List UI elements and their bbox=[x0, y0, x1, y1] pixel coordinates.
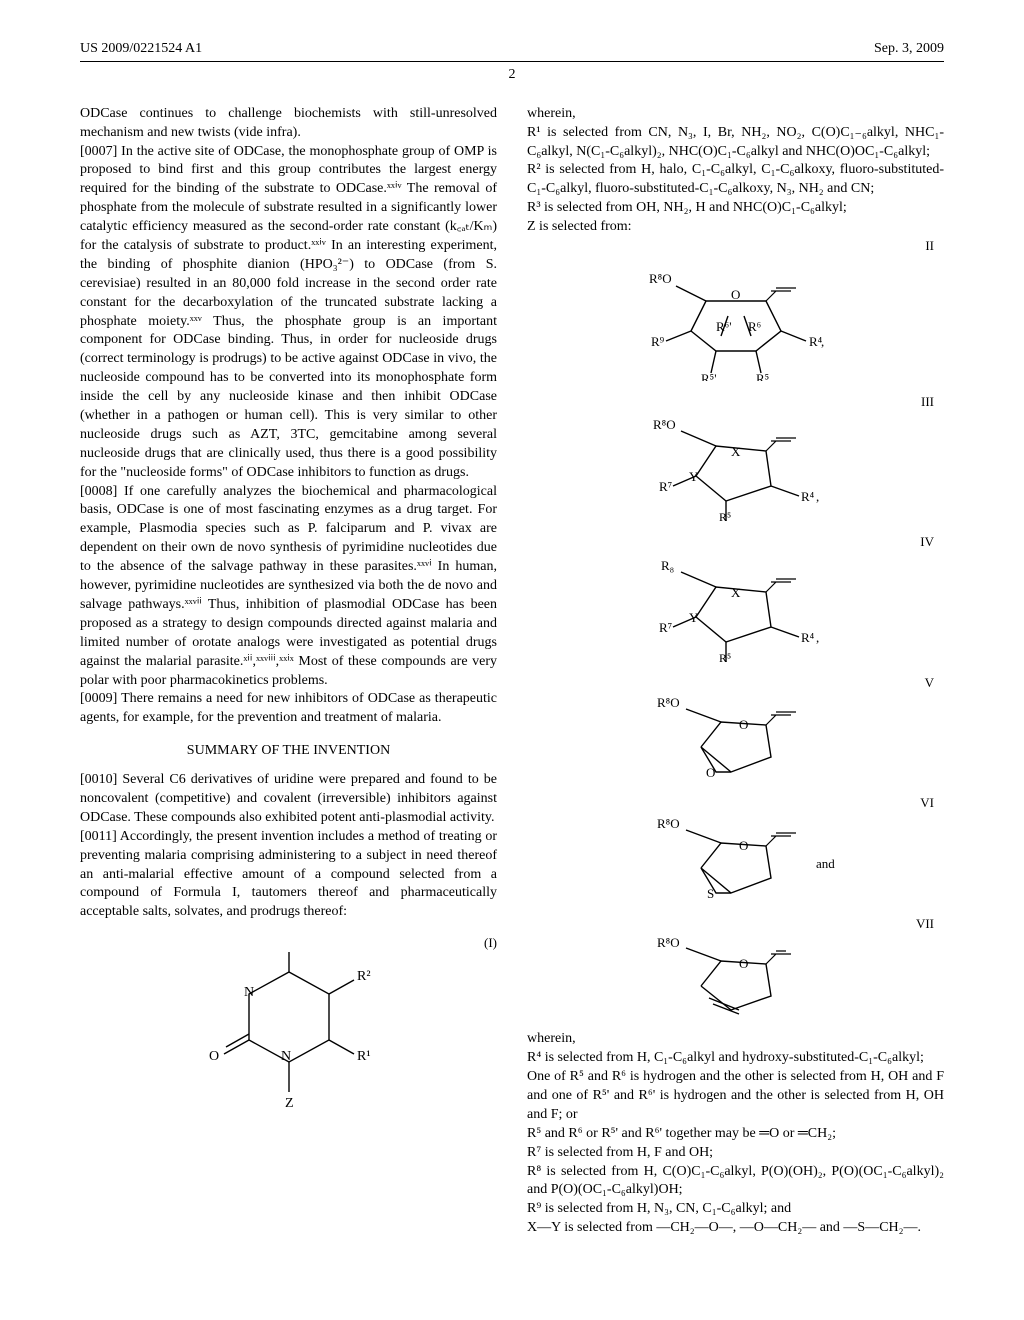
para-number: [0009] bbox=[80, 691, 117, 706]
para-number: [0011] bbox=[80, 829, 117, 844]
svg-text:and: and bbox=[816, 856, 835, 871]
lbl-r3: R³ bbox=[284, 952, 298, 954]
def-r4: R⁴ is selected from H, C₁-C₆alkyl and hy… bbox=[527, 1049, 944, 1068]
para-number: [0008] bbox=[80, 484, 117, 499]
svg-text:,: , bbox=[821, 334, 824, 349]
para-text: Several C6 derivatives of uridine were p… bbox=[80, 772, 497, 825]
structure-I-svg: R³ R² R¹ O Z N N bbox=[189, 952, 389, 1122]
lead-in-text: ODCase continues to challenge biochemist… bbox=[80, 105, 497, 143]
para-text: Accordingly, the present invention inclu… bbox=[80, 829, 497, 920]
label-VII: VII bbox=[527, 915, 944, 933]
patent-number: US 2009/0221524 A1 bbox=[80, 40, 202, 59]
svg-text:O: O bbox=[739, 838, 748, 853]
lbl-n1: N bbox=[244, 985, 254, 1000]
formula-I-label: (I) bbox=[80, 934, 497, 952]
svg-text:R⁷: R⁷ bbox=[659, 620, 672, 635]
para-number: [0010] bbox=[80, 772, 117, 787]
svg-text:R⁴: R⁴ bbox=[801, 630, 815, 645]
publication-date: Sep. 3, 2009 bbox=[874, 40, 944, 59]
svg-text:R⁵: R⁵ bbox=[719, 651, 731, 662]
left-column: ODCase continues to challenge biochemist… bbox=[80, 105, 497, 1238]
def-r3: R³ is selected from OH, NH₂, H and NHC(O… bbox=[527, 199, 944, 218]
para-text: In the active site of ODCase, the monoph… bbox=[80, 144, 497, 480]
lbl-n2: N bbox=[281, 1049, 291, 1064]
para-text: If one carefully analyzes the biochemica… bbox=[80, 484, 497, 688]
label-IV: IV bbox=[527, 533, 944, 551]
two-column-layout: ODCase continues to challenge biochemist… bbox=[80, 105, 944, 1238]
svg-text:O: O bbox=[739, 717, 748, 732]
para-0008: [0008] If one carefully analyzes the bio… bbox=[80, 483, 497, 691]
svg-text:O: O bbox=[731, 287, 740, 302]
svg-text:R⁶': R⁶' bbox=[716, 319, 732, 334]
svg-text:R⁵': R⁵' bbox=[701, 371, 717, 381]
page: US 2009/0221524 A1 Sep. 3, 2009 2 ODCase… bbox=[0, 0, 1024, 1320]
structure-VI: R⁸O O S and bbox=[527, 818, 944, 903]
label-V: V bbox=[527, 674, 944, 692]
page-header: US 2009/0221524 A1 Sep. 3, 2009 bbox=[80, 40, 944, 62]
para-number: [0007] bbox=[80, 144, 117, 159]
label-III: III bbox=[527, 393, 944, 411]
svg-text:Y: Y bbox=[689, 610, 699, 625]
lbl-z: Z bbox=[285, 1096, 294, 1111]
label-VI: VI bbox=[527, 794, 944, 812]
svg-text:Y: Y bbox=[689, 469, 699, 484]
svg-text:R⁶: R⁶ bbox=[748, 319, 761, 334]
svg-text:X: X bbox=[731, 444, 741, 459]
wherein-1: wherein, bbox=[527, 105, 944, 124]
wherein-2: wherein, bbox=[527, 1030, 944, 1049]
svg-text:R⁸O: R⁸O bbox=[657, 818, 680, 831]
svg-text:,: , bbox=[816, 630, 819, 645]
structure-III: R⁸O Y X R⁴ R⁷ R⁵ , bbox=[527, 416, 944, 521]
def-r1: R¹ is selected from CN, N₃, I, Br, NH₂, … bbox=[527, 124, 944, 162]
lbl-o: O bbox=[209, 1049, 219, 1064]
svg-text:S: S bbox=[707, 886, 714, 901]
svg-text:R⁴: R⁴ bbox=[801, 489, 815, 504]
svg-text:R⁷: R⁷ bbox=[659, 479, 672, 494]
para-0010: [0010] Several C6 derivatives of uridine… bbox=[80, 771, 497, 828]
right-column: wherein, R¹ is selected from CN, N₃, I, … bbox=[527, 105, 944, 1238]
structure-II: R⁸O O R⁹ R⁶' R⁶ R⁴ R⁵' R⁵ , bbox=[527, 261, 944, 381]
svg-text:R⁸O: R⁸O bbox=[657, 938, 680, 950]
def-r2: R² is selected from H, halo, C₁-C₆alkyl,… bbox=[527, 161, 944, 199]
svg-text:O: O bbox=[706, 765, 715, 780]
svg-text:R⁵: R⁵ bbox=[719, 510, 731, 521]
svg-text:R⁸O: R⁸O bbox=[657, 697, 680, 710]
def-r9: R⁹ is selected from H, N₃, CN, C₁-C₆alky… bbox=[527, 1200, 944, 1219]
structure-VII: R⁸O O bbox=[527, 938, 944, 1018]
def-r5r6b: R⁵ and R⁶ or R⁵' and R⁶' together may be… bbox=[527, 1125, 944, 1144]
def-xy: X—Y is selected from —CH₂—O—, —O—CH₂— an… bbox=[527, 1219, 944, 1238]
section-title-summary: SUMMARY OF THE INVENTION bbox=[80, 742, 497, 761]
z-selected-from: Z is selected from: bbox=[527, 218, 944, 237]
def-r5r6a: One of R⁵ and R⁶ is hydrogen and the oth… bbox=[527, 1068, 944, 1125]
svg-text:R⁹: R⁹ bbox=[651, 334, 665, 349]
svg-text:X: X bbox=[731, 585, 741, 600]
lbl-r1: R¹ bbox=[357, 1049, 371, 1064]
page-number: 2 bbox=[80, 66, 944, 85]
structure-V: R⁸O O O bbox=[527, 697, 944, 782]
para-0011: [0011] Accordingly, the present inventio… bbox=[80, 828, 497, 922]
svg-text:R⁸O: R⁸O bbox=[653, 417, 676, 432]
svg-text:R⁵: R⁵ bbox=[756, 371, 769, 381]
lbl-r2: R² bbox=[357, 969, 371, 984]
para-0009: [0009] There remains a need for new inhi… bbox=[80, 690, 497, 728]
structure-formula-I: (I) bbox=[80, 934, 497, 1122]
svg-text:R⁸O: R⁸O bbox=[649, 271, 672, 286]
para-0007: [0007] In the active site of ODCase, the… bbox=[80, 143, 497, 483]
label-II: II bbox=[527, 237, 944, 255]
svg-text:,: , bbox=[816, 489, 819, 504]
def-r7: R⁷ is selected from H, F and OH; bbox=[527, 1144, 944, 1163]
structure-IV: R₈ Y X R⁴ R⁷ R⁵ , bbox=[527, 557, 944, 662]
para-text: There remains a need for new inhibitors … bbox=[80, 691, 497, 725]
svg-text:R₈: R₈ bbox=[661, 558, 674, 573]
def-r8: R⁸ is selected from H, C(O)C₁-C₆alkyl, P… bbox=[527, 1163, 944, 1201]
svg-text:O: O bbox=[739, 956, 748, 971]
